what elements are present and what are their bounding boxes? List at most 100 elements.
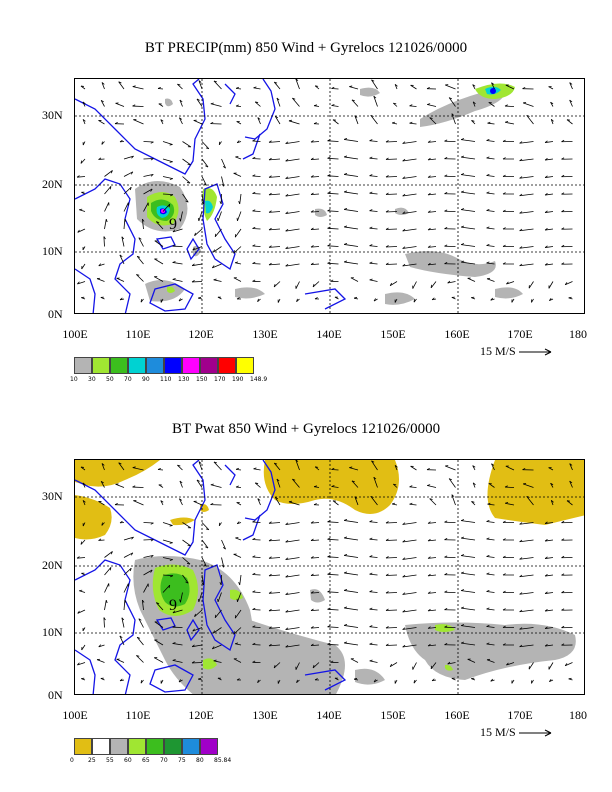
wind-vector (292, 97, 300, 107)
wind-vector (233, 277, 242, 282)
wind-vector (253, 87, 261, 90)
wind-vector (486, 157, 495, 160)
wind-vector (312, 281, 320, 288)
wind-vector (451, 113, 456, 125)
wind-vector-head (544, 608, 548, 612)
wind-vector (217, 211, 222, 222)
wind-vector-head (285, 228, 289, 232)
wind-vector-head (172, 642, 176, 644)
wind-vector-head (150, 522, 154, 525)
wind-vector (344, 590, 359, 593)
wind-vector-head (98, 538, 102, 541)
lon-label-160e: 160E (444, 327, 470, 341)
lon-label-130e: 130E (252, 327, 278, 341)
wind-vector (451, 494, 456, 506)
wind-vector (269, 574, 281, 577)
wind-vector-head (519, 522, 523, 525)
colorbar-swatch (182, 738, 200, 755)
wind-vector (233, 658, 242, 663)
wind-vector (77, 609, 86, 614)
wind-vector-head (219, 201, 222, 205)
wind-vector (327, 210, 339, 212)
wind-vector (519, 539, 534, 543)
wind-vector-head (131, 536, 134, 540)
wind-vector (545, 557, 554, 559)
wind-vector-head (389, 663, 393, 667)
wind-vector-head (312, 664, 315, 669)
precip-colorbar (74, 357, 254, 374)
wind-vector (172, 262, 183, 265)
wind-vector-head (179, 498, 183, 501)
wind-vector-head (257, 679, 259, 683)
wind-vector-head (82, 482, 86, 486)
wind-vector (104, 170, 113, 177)
wind-vector-head (236, 678, 240, 681)
wind-vector-head (268, 157, 272, 161)
wind-vector (172, 278, 183, 282)
wind-vector-head (310, 521, 314, 524)
wind-vector-head (409, 104, 413, 107)
wind-vector-head (136, 655, 140, 657)
wind-vector (409, 503, 417, 506)
ref-vector-arrow (518, 348, 551, 356)
wind-vector-head (502, 643, 506, 646)
wind-vector-head (327, 625, 331, 628)
wind-vector (310, 592, 320, 594)
wind-vector-head (327, 537, 331, 540)
wind-vector (172, 659, 183, 663)
wind-vector-head (385, 643, 389, 646)
wind-vector (214, 609, 222, 619)
wind-vector-head (80, 541, 83, 545)
wind-vector-head (444, 555, 448, 558)
wind-vectors (76, 460, 573, 684)
wind-vector-head (137, 255, 141, 258)
wind-vector (369, 192, 378, 195)
wind-vector-head (385, 538, 389, 541)
wind-vector-head (285, 557, 289, 560)
wind-vector (519, 141, 534, 144)
wind-vector (119, 635, 125, 646)
wind-vector-head (519, 246, 523, 249)
wind-vector-head (203, 183, 207, 186)
wind-vector-head (172, 659, 176, 661)
lat-label-20n: 20N (42, 558, 63, 572)
wind-vector-head (179, 599, 181, 603)
wind-vector (254, 482, 261, 488)
wind-vector (545, 211, 554, 213)
wind-vector-head (502, 608, 506, 611)
wind-vector (201, 522, 210, 531)
wind-vector-head (119, 520, 123, 524)
wind-vector (123, 186, 132, 195)
wind-vector-head (561, 538, 565, 541)
wind-vector (162, 584, 171, 593)
wind-vector (428, 211, 437, 213)
wind-vector-head (172, 278, 176, 280)
wind-vector-head (402, 522, 406, 525)
wind-vector-head (285, 211, 289, 214)
wind-vector-head (409, 502, 413, 505)
wind-vector (428, 644, 437, 647)
wind-vector-head (447, 280, 451, 284)
wind-vector-head (136, 274, 140, 276)
wind-vector-head (252, 607, 256, 610)
wind-vector (285, 246, 300, 249)
wind-vector-head (544, 556, 548, 559)
wind-vector (467, 658, 476, 663)
wind-vector (221, 539, 226, 550)
colorbar-swatch (200, 738, 218, 755)
wind-vector-head (369, 261, 373, 264)
wind-vector-head (444, 590, 448, 593)
colorbar-swatch (128, 738, 146, 755)
colorbar-swatch (92, 357, 110, 374)
wind-vector-head (519, 263, 523, 267)
colorbar-tick-label: 65 (142, 757, 150, 764)
wind-vector (201, 176, 207, 186)
wind-vector-head (427, 245, 431, 248)
wind-vector-head (312, 283, 315, 288)
colorbar-tick-label: 148.9 (250, 376, 268, 383)
wind-vector (172, 228, 183, 233)
wind-vector (198, 592, 203, 603)
wind-vector (123, 583, 129, 593)
wind-vector (445, 84, 456, 90)
wind-vector-head (288, 119, 292, 122)
